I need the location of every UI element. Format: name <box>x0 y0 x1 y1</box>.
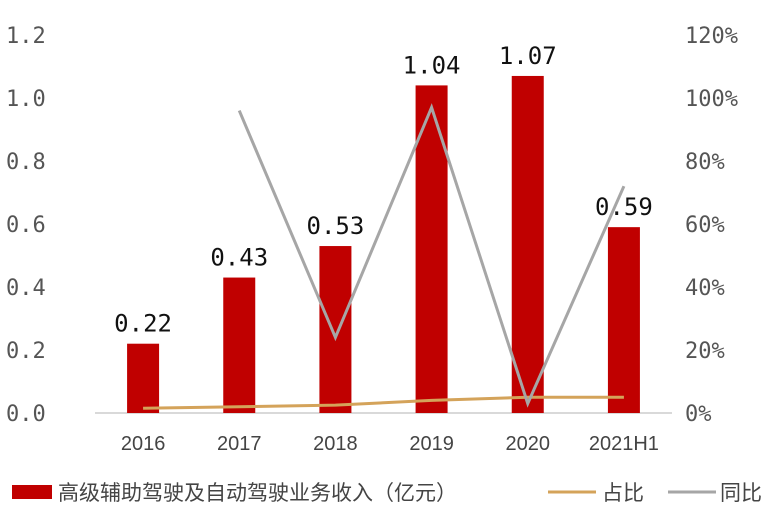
right-tick-label: 40% <box>685 276 725 301</box>
x-tick-label: 2017 <box>217 433 262 455</box>
series-line-yoy <box>237 103 626 408</box>
x-tick-label: 2018 <box>313 433 358 455</box>
data-label: 1.04 <box>403 51 461 79</box>
bar <box>607 227 640 413</box>
x-tick-label: 2020 <box>506 433 551 455</box>
right-tick-label: 100% <box>685 87 738 112</box>
left-tick-label: 0.8 <box>6 150 46 175</box>
data-label: 0.53 <box>307 212 365 240</box>
right-tick-label: 20% <box>685 339 725 364</box>
left-tick-label: 1.0 <box>6 87 46 112</box>
legend-label-yoy: 同比 <box>720 481 762 505</box>
bar <box>127 343 160 413</box>
left-tick-label: 0.6 <box>6 213 46 238</box>
legend-label-revenue: 高级辅助驾驶及自动驾驶业务收入（亿元） <box>58 481 457 505</box>
data-label: 1.07 <box>499 42 557 70</box>
right-tick-label: 120% <box>685 24 738 49</box>
data-label: 0.22 <box>114 310 172 338</box>
left-tick-label: 0.4 <box>6 276 46 301</box>
left-tick-label: 1.2 <box>6 24 46 49</box>
legend-swatch-revenue <box>12 485 52 499</box>
x-tick-label: 2016 <box>121 433 166 455</box>
bar <box>223 277 256 413</box>
right-tick-label: 0% <box>685 402 712 427</box>
x-tick-label: 2021H1 <box>589 433 659 455</box>
right-tick-label: 60% <box>685 213 725 238</box>
legend-label-share: 占比 <box>602 481 644 505</box>
left-tick-label: 0.2 <box>6 339 46 364</box>
bar <box>511 75 544 413</box>
data-label: 0.59 <box>595 193 653 221</box>
bar <box>319 246 352 413</box>
data-label: 0.43 <box>210 244 268 272</box>
left-tick-label: 0.0 <box>6 402 46 427</box>
right-tick-label: 80% <box>685 150 725 175</box>
x-tick-label: 2019 <box>409 433 454 455</box>
series-line-share <box>143 395 624 410</box>
